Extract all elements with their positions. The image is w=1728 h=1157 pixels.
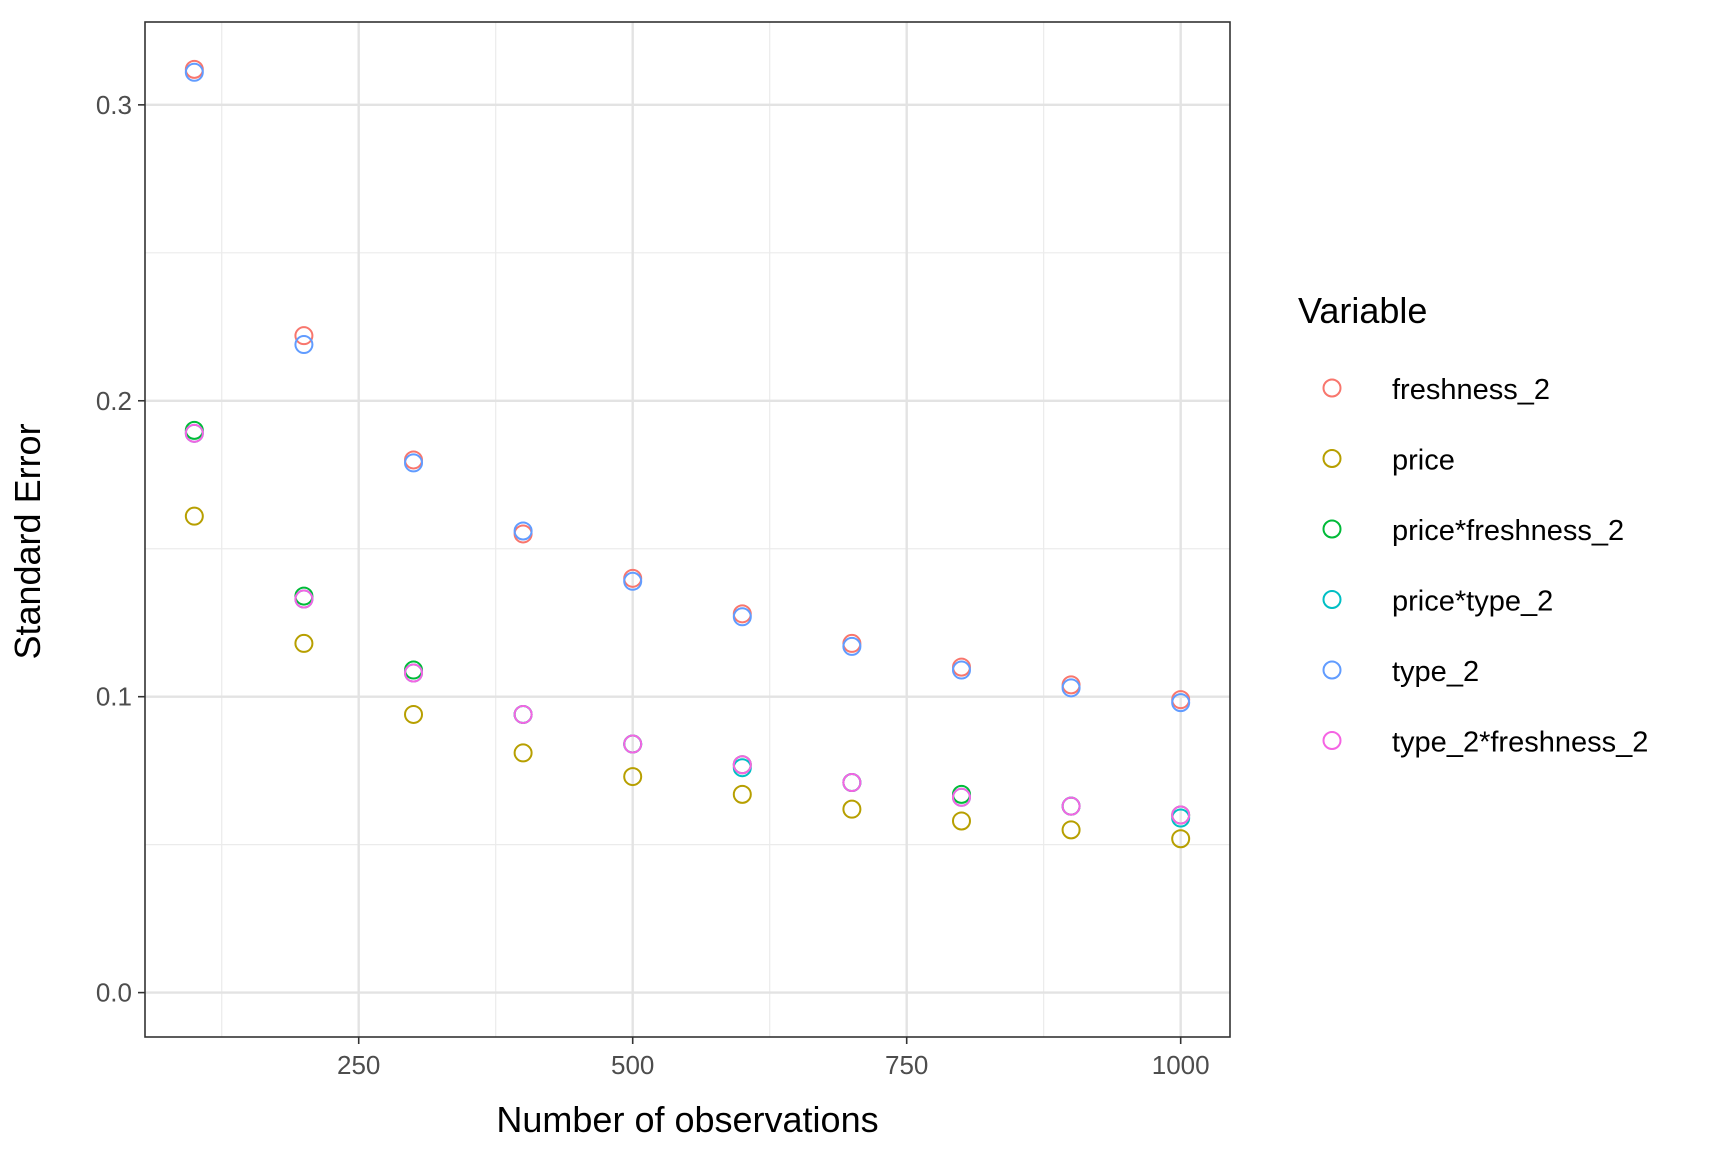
major-gridlines — [145, 22, 1230, 1037]
data-points — [184, 59, 1191, 849]
x-axis-title: Number of observations — [496, 1099, 878, 1140]
data-point — [842, 773, 862, 793]
legend-label: price*type_2 — [1392, 586, 1553, 618]
data-point — [294, 326, 314, 346]
legend-title: Variable — [1298, 290, 1427, 331]
data-point — [623, 571, 643, 591]
legend-key — [1322, 660, 1342, 680]
data-point — [294, 633, 314, 653]
data-point — [513, 743, 533, 763]
x-tick-label: 500 — [611, 1050, 654, 1080]
x-tick-label: 250 — [337, 1050, 380, 1080]
data-point — [732, 784, 752, 804]
data-point — [1061, 796, 1081, 816]
data-point — [623, 767, 643, 787]
data-point — [732, 607, 752, 627]
y-tick-label: 0.0 — [96, 978, 132, 1008]
data-point — [951, 787, 971, 807]
data-point — [1061, 678, 1081, 698]
x-tick-label: 1000 — [1152, 1050, 1210, 1080]
data-point — [1171, 829, 1191, 849]
data-point — [1171, 693, 1191, 713]
y-tick-label: 0.2 — [96, 386, 132, 416]
legend-key — [1322, 590, 1342, 609]
legend-key — [1322, 731, 1342, 750]
data-point — [404, 663, 424, 683]
data-point — [294, 589, 314, 609]
panel-border — [144, 21, 1231, 1038]
y-axis-ticks: 0.0 0.1 0.2 0.3 — [96, 90, 145, 1008]
data-point — [184, 62, 204, 82]
legend-key — [1322, 449, 1342, 468]
data-point — [513, 704, 533, 724]
legend-label: type_2*freshness_2 — [1392, 727, 1648, 759]
data-point — [184, 423, 204, 443]
data-point — [1171, 805, 1191, 825]
y-tick-label: 0.3 — [96, 90, 132, 120]
legend-key — [1322, 378, 1342, 398]
legend-label: price*freshness_2 — [1392, 515, 1624, 547]
data-point — [294, 335, 314, 355]
legend-label: freshness_2 — [1392, 374, 1550, 406]
data-point — [404, 704, 424, 724]
x-tick-label: 750 — [885, 1050, 928, 1080]
data-point — [842, 799, 862, 819]
minor-gridlines — [145, 22, 1230, 1037]
legend-label: type_2 — [1392, 656, 1479, 688]
data-point — [732, 755, 752, 775]
y-tick-label: 0.1 — [96, 682, 132, 712]
data-point — [1061, 820, 1081, 840]
x-axis-ticks: 250 500 750 1000 — [337, 1037, 1210, 1080]
data-point — [404, 453, 424, 473]
y-axis-title: Standard Error — [7, 423, 48, 659]
data-point — [951, 811, 971, 831]
legend-label: price — [1392, 445, 1455, 477]
data-point — [513, 521, 533, 541]
data-point — [951, 660, 971, 680]
legend-key — [1322, 519, 1342, 539]
data-point — [623, 734, 643, 754]
data-point — [842, 636, 862, 656]
data-point — [184, 506, 204, 526]
